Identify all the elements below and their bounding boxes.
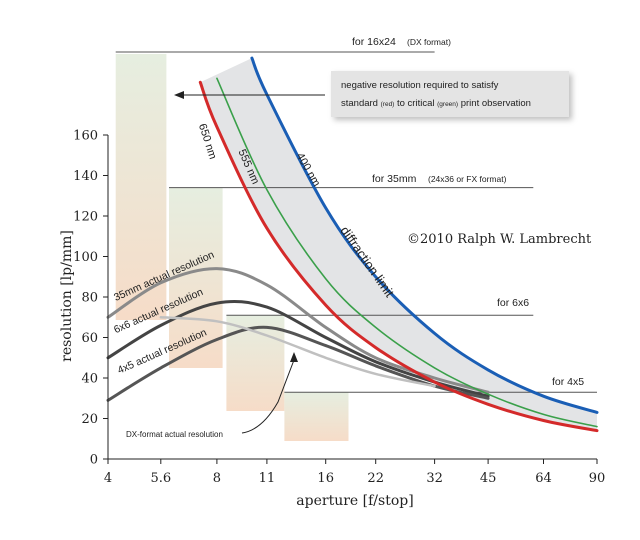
x-tick-label-3: 11 [259, 471, 276, 486]
y-tick-label-3: 60 [81, 331, 98, 346]
callout-line1: negative resolution required to satisfy [341, 80, 499, 91]
format-label-35mm-main: for 35mm [372, 173, 417, 185]
y-axis-title: resolution [lp/mm] [59, 230, 75, 362]
x-tick-label-6: 32 [426, 471, 443, 486]
format-bar-0 [115, 54, 167, 320]
diffraction-curve-1 [216, 77, 598, 428]
x-tick-label-0: 4 [104, 471, 112, 486]
format-bar-1 [169, 187, 223, 368]
format-label-16x24-sub: (DX format) [407, 37, 451, 47]
y-tick-label-6: 120 [73, 210, 98, 225]
format-label-16x24: for 16x24 (DX format) [352, 36, 451, 48]
actual-curve-3 [159, 316, 436, 388]
y-tick-label-8: 160 [73, 129, 98, 144]
diffraction-curves [198, 56, 599, 433]
y-tick-label-5: 100 [73, 250, 98, 265]
series-label-650nm: 650 nm [196, 122, 219, 161]
y-tick-label-4: 80 [81, 291, 98, 306]
callout-arrowhead [174, 91, 184, 99]
callout-line2: standard (red) to critical (green) print… [341, 98, 531, 109]
callout-box: negative resolution required to satisfy … [331, 71, 569, 117]
x-tick-label-5: 22 [367, 471, 384, 486]
y-tick-label-2: 40 [81, 372, 98, 387]
x-tick-label-9: 90 [589, 471, 606, 486]
y-tick-label-1: 20 [81, 412, 98, 427]
format-label-6x6: for 6x6 [497, 297, 529, 309]
x-tick-label-1: 5.6 [150, 471, 171, 486]
format-bar-3 [284, 392, 349, 441]
dx-pointer-line [241, 359, 295, 434]
copyright-text: ©2010 Ralph W. Lambrecht [407, 232, 592, 247]
x-axis-title: aperture [f/stop] [296, 493, 413, 509]
series-label-dx-actual: DX-format actual resolution [126, 430, 223, 439]
format-label-4x5: for 4x5 [552, 376, 584, 388]
format-bars [115, 54, 349, 441]
format-requirement-lines [115, 51, 597, 393]
format-label-16x24-main: for 16x24 [352, 36, 396, 48]
x-tick-label-8: 64 [535, 471, 552, 486]
dx-pointer-arrowhead [290, 352, 298, 362]
format-label-35mm-sub: (24x36 or FX format) [428, 174, 507, 184]
y-tick-label-7: 140 [73, 169, 98, 184]
actual-curve-0 [106, 267, 490, 394]
x-tick-label-2: 8 [213, 471, 221, 486]
format-label-35mm: for 35mm (24x36 or FX format) [372, 173, 507, 185]
y-tick-label-0: 0 [90, 453, 98, 468]
axes: 4 5.6 8 11 16 22 32 45 64 90 0 20 40 60 80 100 120 140 160 [73, 129, 605, 487]
x-tick-label-4: 16 [317, 471, 334, 486]
x-tick-label-7: 45 [480, 471, 497, 486]
diffraction-curve-2 [250, 56, 599, 414]
diffraction-curve-0 [198, 80, 599, 433]
